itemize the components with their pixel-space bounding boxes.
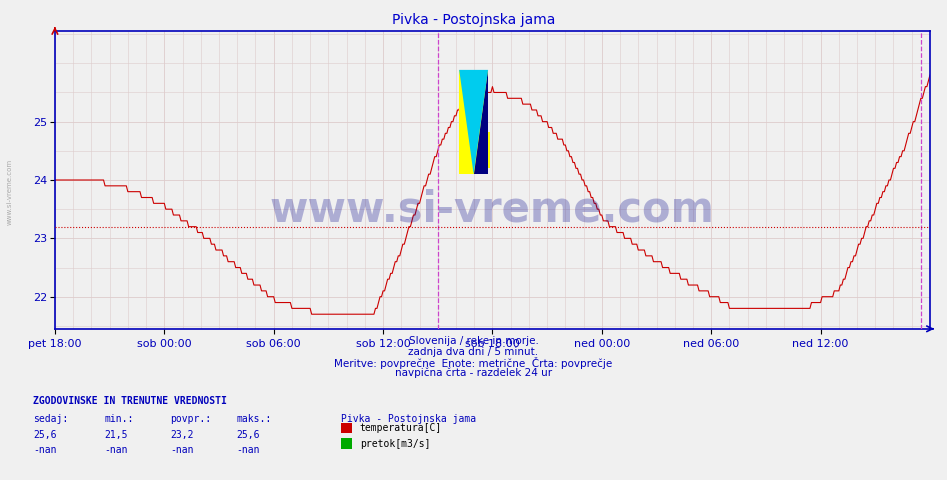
Text: Pivka - Postojnska jama: Pivka - Postojnska jama [392,13,555,27]
Text: 23,2: 23,2 [170,430,194,440]
Text: 25,6: 25,6 [33,430,57,440]
Text: navpična črta - razdelek 24 ur: navpična črta - razdelek 24 ur [395,368,552,378]
Polygon shape [474,70,488,174]
Text: Slovenija / reke in morje.: Slovenija / reke in morje. [408,336,539,346]
Text: Pivka - Postojnska jama: Pivka - Postojnska jama [341,414,476,424]
Text: -nan: -nan [33,445,57,455]
Text: -nan: -nan [237,445,260,455]
Text: www.si-vreme.com: www.si-vreme.com [7,159,12,225]
Text: povpr.:: povpr.: [170,414,211,424]
Text: 25,6: 25,6 [237,430,260,440]
Text: www.si-vreme.com: www.si-vreme.com [270,189,715,231]
Text: -nan: -nan [170,445,194,455]
Text: maks.:: maks.: [237,414,272,424]
Text: 21,5: 21,5 [104,430,128,440]
Bar [462,132,490,168]
Text: sedaj:: sedaj: [33,414,68,424]
Text: ZGODOVINSKE IN TRENUTNE VREDNOSTI: ZGODOVINSKE IN TRENUTNE VREDNOSTI [33,396,227,406]
Text: Meritve: povprečne  Enote: metrične  Črta: povprečje: Meritve: povprečne Enote: metrične Črta:… [334,357,613,369]
Text: temperatura[C]: temperatura[C] [360,423,442,433]
Text: min.:: min.: [104,414,134,424]
Polygon shape [459,70,488,174]
Bar [459,70,488,174]
Text: pretok[m3/s]: pretok[m3/s] [360,439,430,448]
Text: zadnja dva dni / 5 minut.: zadnja dva dni / 5 minut. [408,347,539,357]
Text: -nan: -nan [104,445,128,455]
